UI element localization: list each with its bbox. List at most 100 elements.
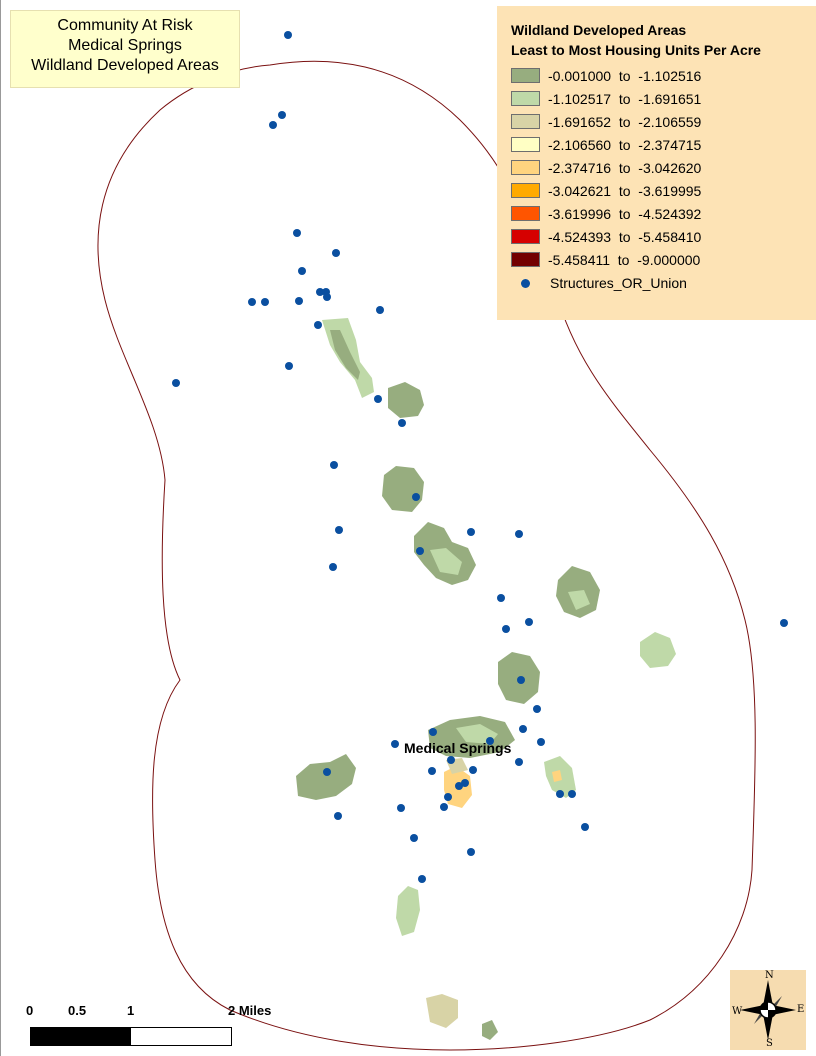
structure-point — [314, 321, 322, 329]
structure-point — [533, 705, 541, 713]
structure-point — [537, 738, 545, 746]
legend-item: -2.374716 to -3.042620 — [511, 156, 816, 179]
legend-item: -5.458411 to -9.000000 — [511, 248, 816, 271]
structure-point — [293, 229, 301, 237]
structure-point — [455, 782, 463, 790]
legend-item: -1.691652 to -2.106559 — [511, 110, 816, 133]
legend-label: -5.458411 to -9.000000 — [548, 251, 701, 268]
legend-label: -3.619996 to -4.524392 — [548, 205, 702, 222]
structure-point — [525, 618, 533, 626]
legend-point-label: Structures_OR_Union — [550, 275, 687, 291]
developed-patch — [640, 632, 676, 668]
structure-point — [780, 619, 788, 627]
structure-point — [429, 728, 437, 736]
legend-label: -4.524393 to -5.458410 — [548, 228, 702, 245]
structure-point — [261, 298, 269, 306]
north-arrow: N S E W — [730, 970, 806, 1050]
structure-point — [447, 756, 455, 764]
structure-point — [467, 528, 475, 536]
scale-label-1: 1 — [127, 1003, 135, 1018]
compass-rose-icon — [740, 980, 796, 1040]
compass-n: N — [765, 970, 774, 981]
legend-label: -2.106560 to -2.374715 — [548, 136, 702, 153]
developed-patch — [568, 590, 590, 610]
scale-bar: 0 0.5 1 2 Miles — [20, 1003, 290, 1051]
legend-item: -2.106560 to -2.374715 — [511, 133, 816, 156]
developed-patch — [482, 1020, 498, 1040]
compass-e: E — [797, 1004, 805, 1015]
structure-point — [568, 790, 576, 798]
structure-point — [172, 379, 180, 387]
structure-point — [410, 834, 418, 842]
structure-point — [323, 293, 331, 301]
legend-swatch — [511, 206, 540, 221]
legend-swatch — [511, 229, 540, 244]
structure-point — [519, 725, 527, 733]
structure-point — [556, 790, 564, 798]
legend-swatch — [511, 160, 540, 175]
legend-item: -0.001000 to -1.102516 — [511, 64, 816, 87]
legend-swatch — [511, 68, 540, 83]
legend-label: -1.102517 to -1.691651 — [548, 90, 702, 107]
structure-point — [330, 461, 338, 469]
structure-point — [391, 740, 399, 748]
structure-point — [323, 768, 331, 776]
community-boundary — [97, 60, 756, 1051]
scale-segment-black — [30, 1027, 131, 1046]
structure-point — [376, 306, 384, 314]
scale-label-0: 0 — [26, 1003, 34, 1018]
structure-point — [497, 594, 505, 602]
legend-swatch — [511, 252, 540, 267]
structure-point — [416, 547, 424, 555]
structure-point — [440, 803, 448, 811]
legend-item: -3.619996 to -4.524392 — [511, 202, 816, 225]
developed-patch — [396, 886, 420, 936]
structure-point — [517, 676, 525, 684]
structure-point — [248, 298, 256, 306]
structure-point — [515, 758, 523, 766]
scale-label-0-5: 0.5 — [68, 1003, 87, 1018]
legend-item: -1.102517 to -1.691651 — [511, 87, 816, 110]
developed-patch — [388, 382, 424, 418]
legend-item: -3.042621 to -3.619995 — [511, 179, 816, 202]
structure-point — [284, 31, 292, 39]
structure-point — [398, 419, 406, 427]
structure-point — [444, 793, 452, 801]
compass-s: S — [766, 1038, 773, 1049]
developed-patch — [552, 770, 562, 782]
structure-point — [335, 526, 343, 534]
developed-patch — [296, 754, 356, 800]
legend-point-item: Structures_OR_Union — [511, 271, 816, 295]
developed-patch — [330, 330, 360, 380]
legend-label: -3.042621 to -3.619995 — [548, 182, 702, 199]
legend-item: -4.524393 to -5.458410 — [511, 225, 816, 248]
structure-point — [461, 779, 469, 787]
legend-swatch — [511, 91, 540, 106]
place-label-medical-springs: Medical Springs — [404, 740, 512, 756]
legend-label: -1.691652 to -2.106559 — [548, 113, 702, 130]
structure-point — [502, 625, 510, 633]
structure-point — [295, 297, 303, 305]
developed-patch — [382, 466, 424, 512]
legend: Wildland Developed Areas Least to Most H… — [497, 6, 816, 320]
structures-layer — [172, 31, 788, 883]
legend-title: Wildland Developed Areas — [511, 22, 687, 38]
legend-swatch — [511, 183, 540, 198]
structure-point — [412, 493, 420, 501]
structure-point — [332, 249, 340, 257]
structure-point — [269, 121, 277, 129]
legend-label: -2.374716 to -3.042620 — [548, 159, 702, 176]
title-line-3: Wildland Developed Areas — [31, 57, 219, 74]
developed-patch — [426, 994, 458, 1028]
structure-point-icon — [521, 278, 530, 288]
structure-point — [486, 737, 494, 745]
legend-swatch — [511, 114, 540, 129]
structure-point — [298, 267, 306, 275]
structure-point — [278, 111, 286, 119]
structure-point — [515, 530, 523, 538]
compass-w: W — [732, 1006, 743, 1017]
structure-point — [469, 766, 477, 774]
structure-point — [428, 767, 436, 775]
legend-swatch — [511, 137, 540, 152]
